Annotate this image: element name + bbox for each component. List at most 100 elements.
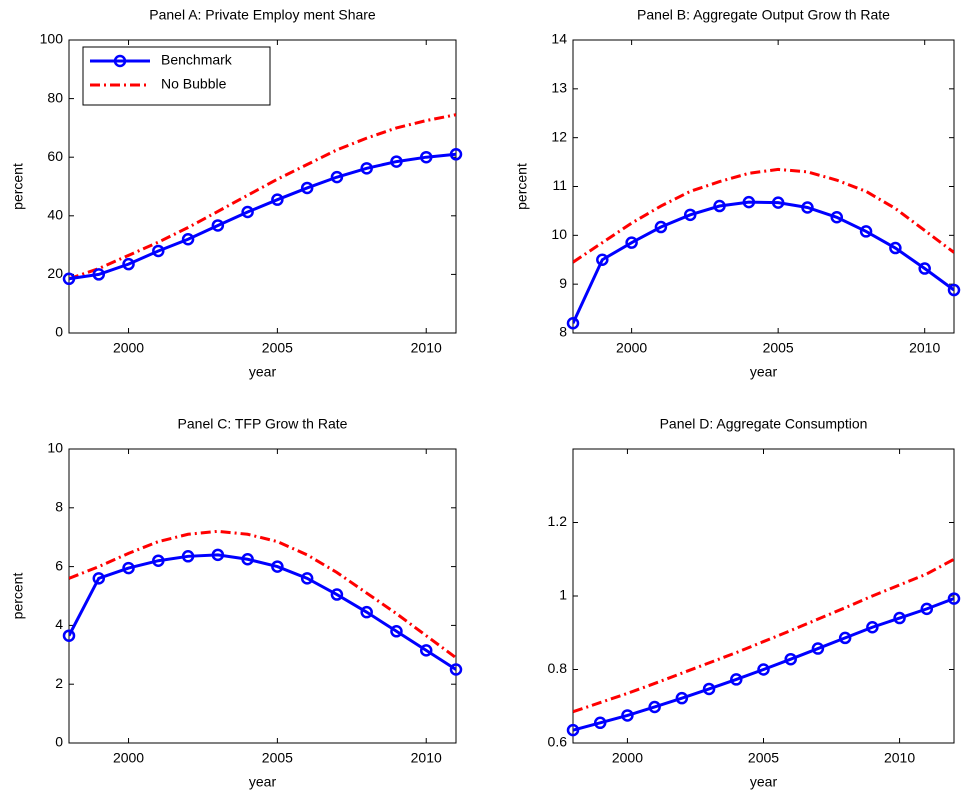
data-point xyxy=(654,220,668,234)
data-point xyxy=(360,162,373,175)
y-axis-label: percent xyxy=(10,573,26,620)
data-point xyxy=(784,652,797,666)
data-point xyxy=(360,605,373,619)
x-tick-label: 2000 xyxy=(616,340,647,356)
panel-title: Panel D: Aggregate Consumption xyxy=(660,416,868,432)
x-tick-label: 2010 xyxy=(884,750,915,766)
y-tick-label: 0.8 xyxy=(548,660,568,676)
data-point xyxy=(566,316,580,330)
x-tick-label: 2000 xyxy=(612,750,643,766)
axes-frame xyxy=(572,39,955,334)
data-point xyxy=(771,196,785,209)
data-point xyxy=(593,716,607,730)
y-tick-label: 0 xyxy=(55,324,63,340)
data-point xyxy=(648,700,661,714)
panel: Panel B: Aggregate Output Grow th Rate ye… xyxy=(514,7,961,380)
y-tick-label: 14 xyxy=(551,31,567,47)
data-point xyxy=(920,602,934,616)
x-tick-label: 2010 xyxy=(909,340,940,356)
data-point xyxy=(152,554,165,567)
data-point xyxy=(271,193,284,206)
data-point xyxy=(181,232,195,246)
data-point xyxy=(449,148,463,161)
x-axis-label: year xyxy=(750,774,778,790)
legend-marker xyxy=(113,54,127,68)
data-point xyxy=(122,561,135,575)
y-axis-label: percent xyxy=(514,163,530,210)
data-point xyxy=(92,268,106,281)
data-point xyxy=(683,208,697,222)
data-point xyxy=(181,550,195,563)
panel-title: Panel A: Private Employ ment Share xyxy=(149,7,376,23)
x-tick-label: 2005 xyxy=(748,750,779,766)
x-tick-label: 2000 xyxy=(113,750,144,766)
y-tick-label: 8 xyxy=(55,499,63,515)
data-point xyxy=(893,611,906,625)
data-point xyxy=(211,548,225,562)
data-point xyxy=(742,195,756,209)
data-point xyxy=(390,625,403,638)
data-point xyxy=(62,629,76,642)
y-tick-label: 0.6 xyxy=(548,734,568,750)
data-point xyxy=(122,257,135,271)
x-tick-label: 2005 xyxy=(763,340,794,356)
series-line xyxy=(573,597,954,732)
data-point xyxy=(757,663,770,676)
series-line xyxy=(573,557,954,714)
data-point xyxy=(866,620,879,634)
data-point xyxy=(241,205,254,219)
series-line xyxy=(573,167,954,264)
data-point xyxy=(596,253,609,266)
y-tick-label: 40 xyxy=(47,207,63,223)
y-tick-label: 2 xyxy=(55,675,63,691)
y-tick-label: 6 xyxy=(55,557,63,573)
data-point xyxy=(152,244,165,258)
data-point xyxy=(92,572,106,585)
panel: Panel A: Private Employ ment Share year pe… xyxy=(10,7,463,380)
data-point xyxy=(889,241,902,255)
y-tick-label: 20 xyxy=(47,265,63,281)
x-axis-label: year xyxy=(249,364,277,380)
data-point xyxy=(625,236,638,249)
data-point xyxy=(330,170,344,184)
y-tick-label: 4 xyxy=(55,616,63,632)
data-point xyxy=(947,283,961,297)
y-tick-label: 8 xyxy=(559,324,567,340)
y-tick-label: 12 xyxy=(551,128,567,144)
panel-title: Panel C: TFP Grow th Rate xyxy=(178,416,348,432)
x-tick-label: 2010 xyxy=(411,750,442,766)
data-point xyxy=(947,592,961,605)
y-tick-label: 60 xyxy=(47,148,63,164)
legend-box xyxy=(82,46,271,106)
y-tick-label: 100 xyxy=(40,31,64,47)
data-point xyxy=(811,642,825,655)
x-axis-label: year xyxy=(750,364,778,380)
y-tick-label: 80 xyxy=(47,89,63,105)
x-axis-label: year xyxy=(249,774,277,790)
series-line xyxy=(69,529,456,659)
y-tick-label: 13 xyxy=(551,80,567,96)
axes-frame xyxy=(68,39,457,334)
data-point xyxy=(830,211,844,224)
data-point xyxy=(300,181,314,195)
data-point xyxy=(918,262,931,275)
y-tick-label: 0 xyxy=(55,734,63,750)
data-point xyxy=(390,155,403,168)
axes-frame xyxy=(68,448,457,744)
panel-title: Panel B: Aggregate Output Grow th Rate xyxy=(637,7,890,23)
data-point xyxy=(271,560,284,573)
data-point xyxy=(211,219,225,232)
legend-label: Benchmark xyxy=(161,52,233,68)
x-tick-label: 2005 xyxy=(262,750,293,766)
y-tick-label: 1 xyxy=(559,587,567,603)
y-tick-label: 11 xyxy=(552,177,567,193)
series-line xyxy=(69,113,456,281)
data-point xyxy=(621,709,634,722)
data-point xyxy=(801,201,814,214)
x-tick-label: 2010 xyxy=(411,340,442,356)
panel: Panel C: TFP Grow th Rate year percent 0 2 4 6… xyxy=(10,416,463,790)
x-tick-label: 2000 xyxy=(113,340,144,356)
data-point xyxy=(675,691,689,705)
data-point xyxy=(330,588,344,601)
